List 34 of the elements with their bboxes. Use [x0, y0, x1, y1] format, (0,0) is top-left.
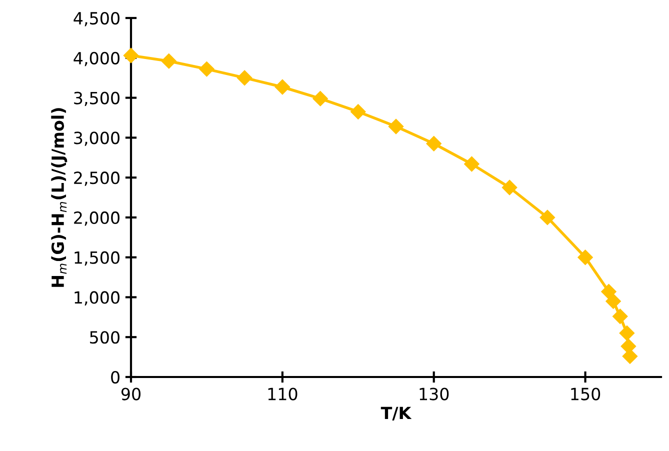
x-tick-label: 110: [268, 388, 298, 400]
point: [388, 118, 404, 134]
y-tick-label: 2,000: [74, 211, 120, 226]
point: [350, 104, 366, 120]
x-tick-label: 150: [571, 388, 600, 400]
point: [123, 48, 139, 64]
point: [601, 284, 616, 300]
point: [612, 308, 628, 324]
y-tick-label: 500: [90, 331, 120, 344]
y-tick-label: 3,500: [74, 92, 120, 106]
point: [237, 70, 252, 86]
y-axis-title: H$_{m}$(G)-H$_{m}$(L)/(J/mol): [51, 108, 68, 287]
point: [274, 79, 290, 95]
y-tick-label: 0: [111, 370, 120, 384]
point: [161, 54, 176, 69]
y-tick-label: 1,500: [74, 251, 120, 266]
point: [540, 210, 555, 226]
point: [199, 61, 214, 77]
point: [426, 136, 442, 152]
point: [619, 326, 634, 341]
y-tick-label: 4,000: [74, 52, 120, 66]
point: [464, 156, 480, 172]
y-tick-label: 3,000: [74, 132, 120, 146]
point: [606, 294, 621, 309]
x-tick-label: 90: [121, 388, 140, 400]
y-tick-label: 2,500: [74, 172, 120, 186]
x-axis-title: T/K: [380, 406, 412, 421]
x-tick-label: 130: [420, 388, 449, 400]
point: [622, 348, 638, 364]
point: [578, 250, 593, 265]
point: [502, 180, 518, 196]
y-tick-label: 4,500: [74, 12, 120, 26]
y-tick-label: 1,000: [74, 291, 120, 306]
point: [312, 91, 328, 106]
